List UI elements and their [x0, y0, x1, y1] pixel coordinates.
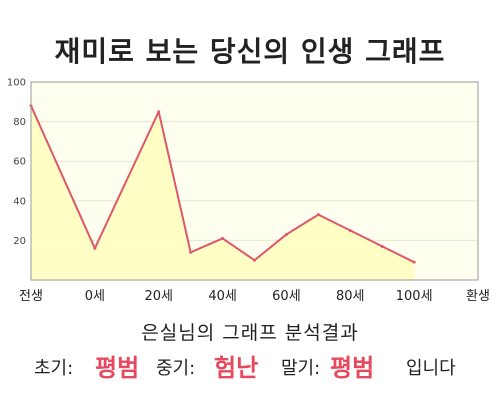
late-value: 평범	[330, 354, 375, 382]
y-tick-label: 40	[13, 196, 26, 207]
page-title: 재미로 보는 당신의 인생 그래프	[54, 35, 446, 68]
x-tick-label: 80세	[336, 289, 365, 304]
x-tick-label: 100세	[396, 289, 433, 304]
data-point	[380, 244, 384, 248]
x-tick-label: 0세	[85, 289, 105, 304]
data-point	[157, 110, 161, 114]
x-tick-label: 환생	[466, 289, 490, 304]
series-area	[31, 105, 415, 280]
late-label: 말기:	[281, 358, 321, 379]
data-point	[253, 258, 256, 262]
early-label: 초기:	[34, 358, 74, 379]
y-tick-label: 20	[13, 236, 26, 247]
result-heading: 은실님의 그래프 분석결과	[141, 322, 359, 344]
plot-frame	[30, 81, 479, 281]
early-value: 평범	[95, 354, 140, 382]
x-tick-label: 60세	[272, 289, 301, 304]
data-point	[316, 213, 320, 217]
y-tick-label: 100	[7, 78, 26, 89]
mid-label: 중기:	[156, 358, 196, 379]
mid-value: 험난	[214, 354, 259, 382]
data-point	[221, 236, 225, 240]
x-tick-label: 전생	[19, 289, 43, 304]
data-point	[189, 250, 193, 254]
life-graph-chart: 20 40 60 80 100 전생 0세 20세 40세 60세 80세 100세 환생	[7, 78, 490, 305]
y-tick-label: 80	[13, 117, 26, 128]
data-point	[284, 232, 288, 236]
result-summary: 초기: 평범 중기: 험난 말기: 평범 입니다	[0, 346, 500, 382]
data-point	[93, 246, 97, 250]
x-tick-label: 20세	[144, 289, 173, 304]
data-point	[412, 260, 416, 264]
data-point	[348, 229, 352, 232]
y-tick-label: 60	[13, 157, 26, 168]
x-tick-label: 40세	[208, 289, 237, 304]
result-ending: 입니다	[406, 358, 456, 379]
